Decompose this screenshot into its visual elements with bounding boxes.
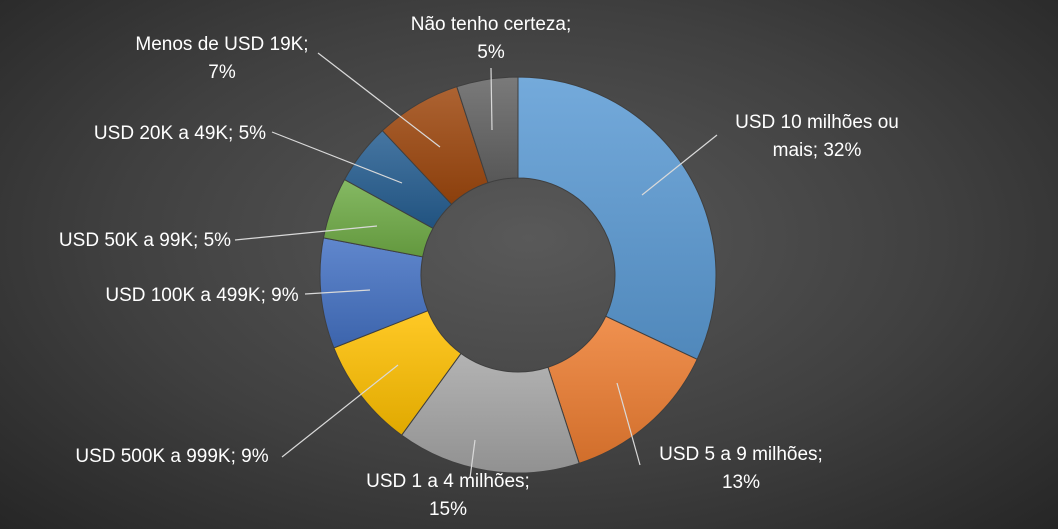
data-label-8: Menos de USD 19K; 7% [135,34,308,83]
data-label-6: USD 50K a 99K; 5% [59,230,231,251]
data-label-line: USD 20K a 49K; 5% [94,123,266,144]
slice-9 [456,76,519,184]
leader-line-8 [317,52,441,148]
leader-line-6 [234,225,378,241]
leader-line-9 [490,67,493,131]
data-label-line: 7% [208,62,236,83]
data-label-line: USD 50K a 99K; 5% [59,230,231,251]
data-label-line: USD 500K a 999K; 9% [75,446,268,467]
data-label-line: USD 5 a 9 milhões; [659,444,823,465]
leader-line-7 [271,131,403,184]
leader-line-2 [616,382,641,466]
data-label-9: Não tenho certeza; 5% [411,14,572,63]
slice-1 [517,76,717,360]
data-label-line: 13% [722,472,760,493]
data-labels-group: USD 10 milhões ou mais; 32% USD 5 a 9 milh… [59,14,899,520]
data-label-line: mais; 32% [773,140,862,161]
data-label-3: USD 1 a 4 milhões; 15% [366,471,530,520]
data-label-line: 5% [477,42,505,63]
leader-line-3 [469,439,476,479]
data-label-line: Não tenho certeza; [411,14,572,35]
data-label-line: USD 1 a 4 milhões; [366,471,530,492]
leader-line-1 [641,134,718,196]
data-label-line: Menos de USD 19K; [135,34,308,55]
data-label-2: USD 5 a 9 milhões; 13% [659,444,823,493]
data-label-4: USD 500K a 999K; 9% [75,446,268,467]
data-label-7: USD 20K a 49K; 5% [94,123,266,144]
data-label-5: USD 100K a 499K; 9% [105,285,298,306]
data-label-line: USD 100K a 499K; 9% [105,285,298,306]
data-label-1: USD 10 milhões ou mais; 32% [735,112,899,161]
data-label-line: USD 10 milhões ou [735,112,899,133]
leader-lines-group [234,52,718,479]
leader-line-4 [281,364,399,458]
slices-group [319,76,717,474]
leader-line-5 [304,289,371,295]
data-label-line: 15% [429,499,467,520]
